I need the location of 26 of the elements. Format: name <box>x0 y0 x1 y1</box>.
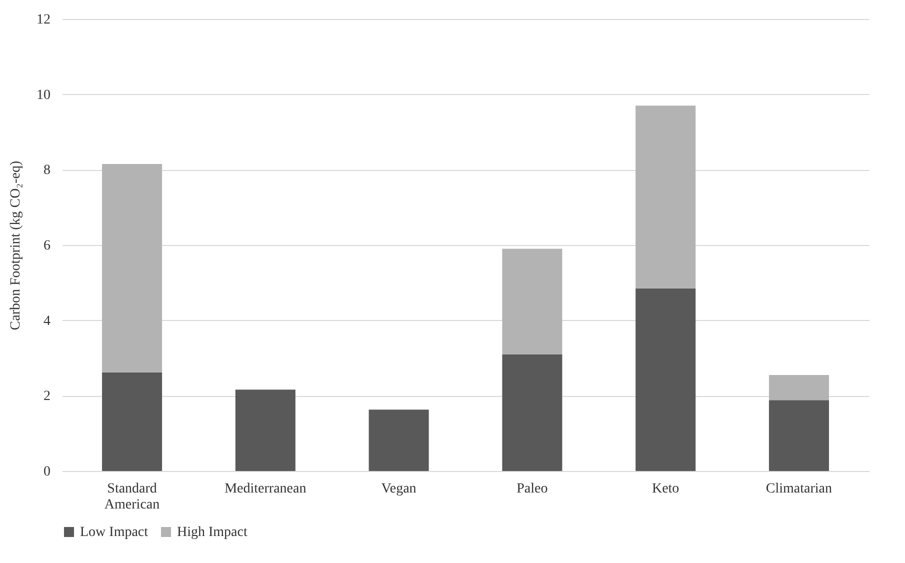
y-tick-label: 8 <box>44 163 50 178</box>
x-tick-label: Paleo <box>516 482 548 496</box>
y-tick-label: 0 <box>44 464 50 480</box>
x-tick-label: Keto <box>652 482 680 496</box>
bar <box>102 372 162 471</box>
bar <box>368 410 429 471</box>
legend-label: Low Impact <box>80 525 148 540</box>
bar <box>235 390 296 471</box>
bar <box>636 106 696 288</box>
bar <box>102 164 162 372</box>
y-tick-label: 2 <box>44 389 50 404</box>
legend-label: High Impact <box>177 525 248 540</box>
y-tick-label: 4 <box>44 314 50 329</box>
bar <box>502 248 562 354</box>
bar <box>502 354 562 471</box>
bar <box>768 374 829 400</box>
bar <box>636 288 696 471</box>
y-tick-label: 6 <box>44 238 50 254</box>
x-tick-label: Vegan <box>381 482 416 496</box>
x-tick-label: Mediterranean <box>224 482 306 496</box>
x-tick-label: Climatarian <box>766 482 832 496</box>
x-tick-label: Standard American <box>104 482 160 512</box>
bar <box>768 400 829 471</box>
y-axis-title: Carbon Footprint (kg CO₂-eq) <box>8 160 24 330</box>
y-tick-label: 12 <box>36 12 50 28</box>
y-tick-label: 10 <box>36 88 50 103</box>
